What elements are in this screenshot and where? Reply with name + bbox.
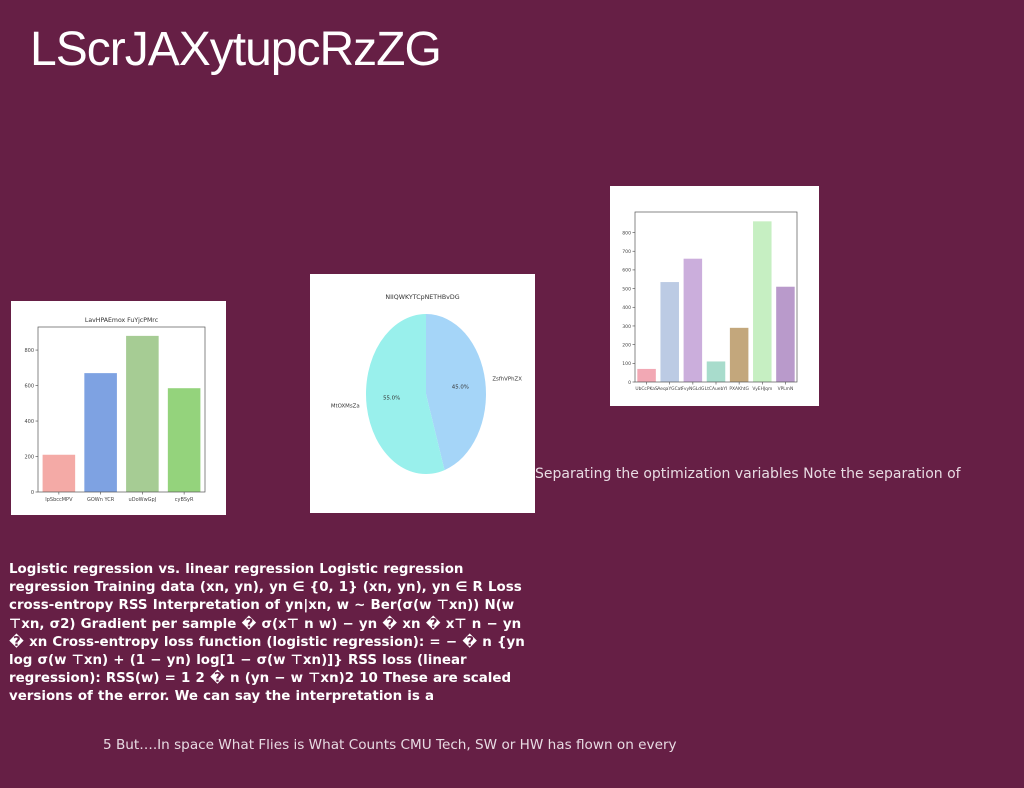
bar-VyEHJqm xyxy=(753,221,772,382)
slide-title: LScrJAXytupcRzZG xyxy=(30,23,442,76)
bar-FvyNGLdG xyxy=(683,258,703,382)
chart-caption: Separating the optimization variables No… xyxy=(535,466,961,482)
y-tick-label: 400 xyxy=(24,419,34,425)
body-text: Logistic regression vs. linear regressio… xyxy=(9,562,525,705)
y-tick-label: 800 xyxy=(622,230,631,236)
bar-IpSbccMPV xyxy=(42,454,76,492)
pie-chart: NIIQWKYTCpNETHBvDG ZsfhVPhZX 45.0% MtOXMsZa… xyxy=(310,274,535,513)
x-tick-label: uDoWwGpJ xyxy=(129,497,157,503)
x-tick-label: UbCcPKaS xyxy=(635,386,658,392)
bar-UbCcPKaS xyxy=(637,368,656,382)
y-tick-label: 700 xyxy=(622,249,631,255)
x-tick-label: GOWn YCR xyxy=(87,497,115,503)
x-tick-label: LtCAuebYI xyxy=(705,386,728,392)
plot-frame xyxy=(634,211,798,383)
pie-slice-ZsfhVPhZX xyxy=(426,314,486,471)
y-tick-label: 0 xyxy=(628,380,631,386)
bar-AeqaYGCat xyxy=(660,282,679,382)
y-tick-label: 100 xyxy=(622,361,631,367)
y-tick-label: 200 xyxy=(622,342,631,348)
y-tick-label: 200 xyxy=(24,454,34,460)
pie-value-label: 55.0% xyxy=(383,396,400,402)
x-tick-label: VPLmN xyxy=(778,386,794,392)
pie-chart-plot: NIIQWKYTCpNETHBvDG ZsfhVPhZX 45.0% MtOXMsZa… xyxy=(331,294,522,474)
bar-chart-right-plot: 0 100 200 300 400 500 600 700 800 UbCcPKaS AeqaYGC… xyxy=(622,211,798,392)
bar-chart-left-plot: LavHPAEmox FuYjcPMrc 0 200 400 600 800 IpSbccM… xyxy=(24,317,206,503)
x-tick-label: IpSbccMPV xyxy=(45,497,73,503)
x-tick-label: AeqaYGCat xyxy=(657,386,682,392)
x-tick-label: PXAKhtG xyxy=(729,386,749,392)
y-tick-label: 500 xyxy=(622,286,631,292)
y-tick-label: 300 xyxy=(622,324,631,330)
x-tick-label: VyEHJqm xyxy=(752,386,772,392)
bar-PXAKhtG xyxy=(729,327,749,382)
bar-LtCAuebYI xyxy=(706,361,726,382)
chart-title: LavHPAEmox FuYjcPMrc xyxy=(85,317,159,324)
x-tick-label: cyBSyR xyxy=(175,497,194,503)
x-tick-label: FvyNGLdG xyxy=(681,386,705,392)
plot-frame xyxy=(37,326,206,493)
y-tick-label: 400 xyxy=(622,305,631,311)
bar-VPLmN xyxy=(776,286,795,382)
pie-label: MtOXMsZa xyxy=(331,403,360,409)
y-tick-label: 600 xyxy=(24,383,34,389)
bar-GOWn YCR xyxy=(84,373,117,492)
y-tick-label: 600 xyxy=(622,268,631,274)
pie-value-label: 45.0% xyxy=(452,384,469,390)
y-tick-label: 0 xyxy=(31,490,34,496)
bar-cyBSyR xyxy=(167,388,201,492)
pie-slice-MtOXMsZa xyxy=(366,314,445,474)
y-tick-label: 800 xyxy=(24,348,34,354)
chart-title: NIIQWKYTCpNETHBvDG xyxy=(385,294,459,301)
pie-label: ZsfhVPhZX xyxy=(492,377,522,383)
bar-chart-right: 0 100 200 300 400 500 600 700 800 UbCcPKaS AeqaYGC… xyxy=(610,186,819,406)
footer-text: 5 But….In space What Flies is What Count… xyxy=(103,737,677,753)
bar-chart-left: LavHPAEmox FuYjcPMrc 0 200 400 600 800 IpSbccM… xyxy=(11,301,226,515)
bar-uDoWwGpJ xyxy=(126,335,159,492)
